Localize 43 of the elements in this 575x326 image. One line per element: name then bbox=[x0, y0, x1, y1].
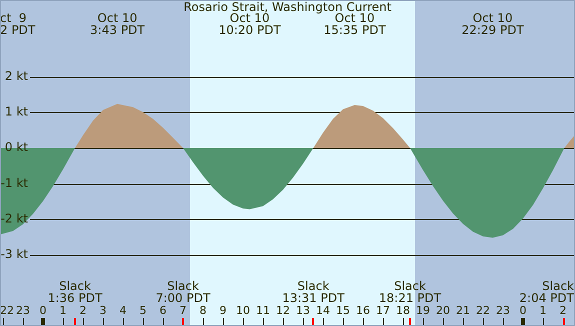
annotation: ct 9 2 PDT bbox=[0, 11, 36, 38]
x-tick-label: 8 bbox=[200, 304, 206, 317]
x-tick-label: 6 bbox=[160, 304, 166, 317]
x-tick-label: 19 bbox=[416, 304, 430, 317]
y-tick-label: 2 kt bbox=[4, 69, 28, 83]
x-tick-label: 14 bbox=[316, 304, 330, 317]
x-tick-label: 22 bbox=[0, 304, 14, 317]
y-tick-label: 0 kt bbox=[4, 140, 28, 154]
x-tick-label: 16 bbox=[356, 304, 370, 317]
x-tick-label: 11 bbox=[256, 304, 270, 317]
x-tick-label: 0 bbox=[40, 304, 46, 317]
x-tick-label: 4 bbox=[120, 304, 126, 317]
x-tick-label: 20 bbox=[436, 304, 450, 317]
x-tick-label: 1 bbox=[60, 304, 66, 317]
y-tick-label: -1 kt bbox=[0, 176, 28, 190]
x-tick-label: 15 bbox=[336, 304, 350, 317]
x-tick-label: 9 bbox=[220, 304, 226, 317]
x-tick-label: 0 bbox=[520, 304, 526, 317]
x-tick-label: 21 bbox=[456, 304, 470, 317]
x-tick-label: 23 bbox=[496, 304, 510, 317]
x-tick-label: 13 bbox=[296, 304, 310, 317]
y-tick-label: 1 kt bbox=[4, 104, 28, 119]
annotation: Slack 13:31 PDT bbox=[282, 279, 346, 306]
annotation: Slack 7:00 PDT bbox=[156, 279, 211, 306]
annotation: Slack 18:21 PDT bbox=[378, 279, 442, 306]
x-tick-label: 23 bbox=[16, 304, 30, 317]
annotation: Oct 10 3:43 PDT bbox=[90, 11, 146, 38]
x-tick-label: 18 bbox=[396, 304, 410, 317]
y-tick-label: -3 kt bbox=[0, 246, 28, 261]
x-tick-label: 3 bbox=[100, 304, 106, 317]
x-tick-label: 5 bbox=[140, 304, 146, 317]
annotation: Oct 10 22:29 PDT bbox=[462, 11, 524, 38]
x-tick-label: 2 bbox=[80, 304, 86, 317]
annotation: Slack 2:04 PDT bbox=[519, 279, 575, 306]
y-tick-label: -2 kt bbox=[0, 211, 28, 226]
x-tick-label: 10 bbox=[236, 304, 250, 317]
annotation: Slack 1:36 PDT bbox=[48, 279, 103, 306]
x-tick-label: 7 bbox=[180, 304, 186, 317]
x-tick-label: 1 bbox=[540, 304, 546, 317]
x-tick-label: 22 bbox=[476, 304, 490, 317]
x-tick-label: 17 bbox=[376, 304, 390, 317]
x-tick-label: 2 bbox=[560, 304, 566, 317]
x-tick-label: 12 bbox=[276, 304, 290, 317]
